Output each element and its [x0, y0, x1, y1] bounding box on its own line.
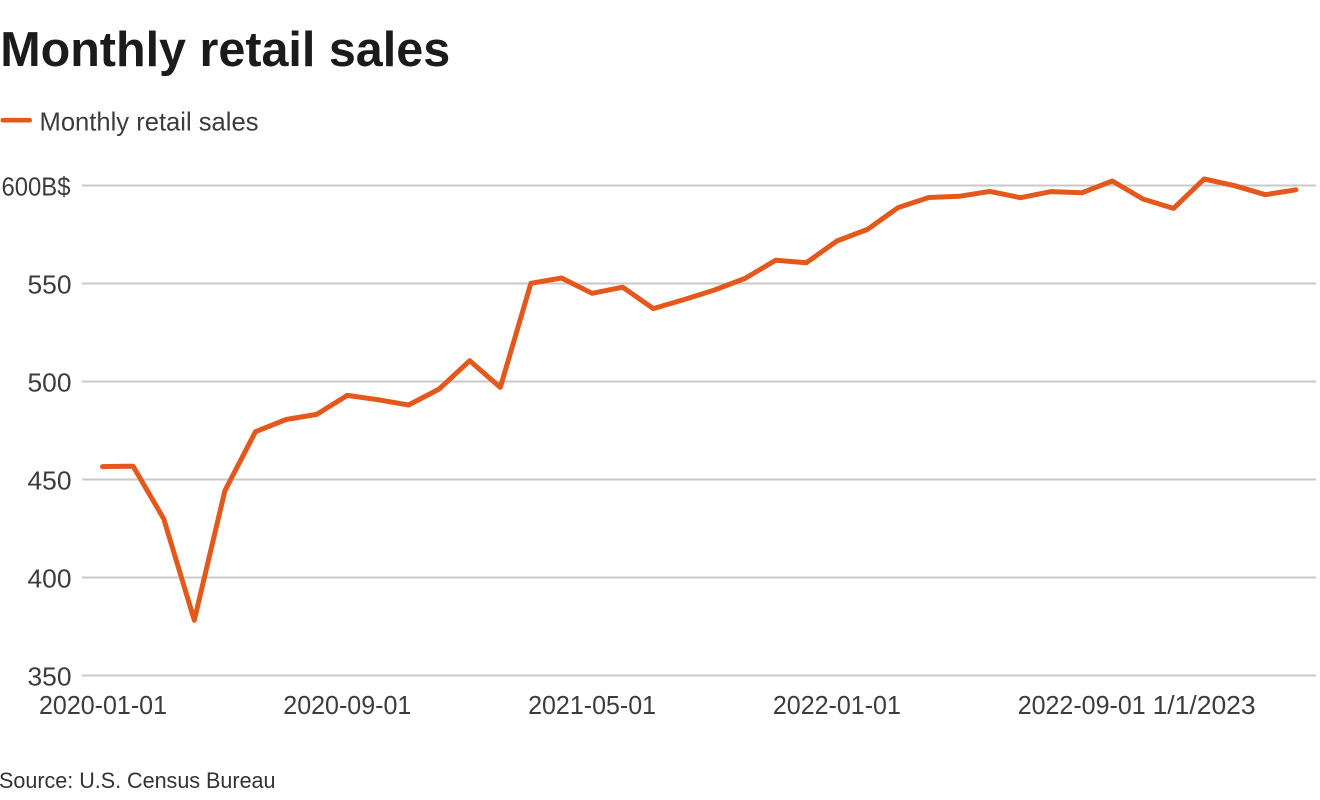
svg-text:350: 350: [28, 662, 72, 692]
svg-text:2022-01-01: 2022-01-01: [773, 690, 901, 720]
svg-text:2022-09-01: 2022-09-01: [1018, 690, 1146, 720]
svg-text:Monthly retail sales: Monthly retail sales: [40, 107, 259, 137]
svg-text:600B$: 600B$: [2, 172, 71, 202]
svg-text:550: 550: [28, 270, 72, 300]
svg-text:2020-01-01: 2020-01-01: [39, 690, 167, 720]
svg-text:500: 500: [28, 368, 72, 398]
svg-text:Source: U.S. Census Bureau: Source: U.S. Census Bureau: [0, 768, 276, 793]
svg-text:400: 400: [28, 564, 72, 594]
svg-text:2021-05-01: 2021-05-01: [528, 690, 656, 720]
svg-text:1/1/2023: 1/1/2023: [1153, 690, 1256, 720]
svg-text:450: 450: [28, 466, 72, 496]
svg-text:Monthly retail sales: Monthly retail sales: [0, 23, 450, 77]
svg-text:2020-09-01: 2020-09-01: [283, 690, 411, 720]
